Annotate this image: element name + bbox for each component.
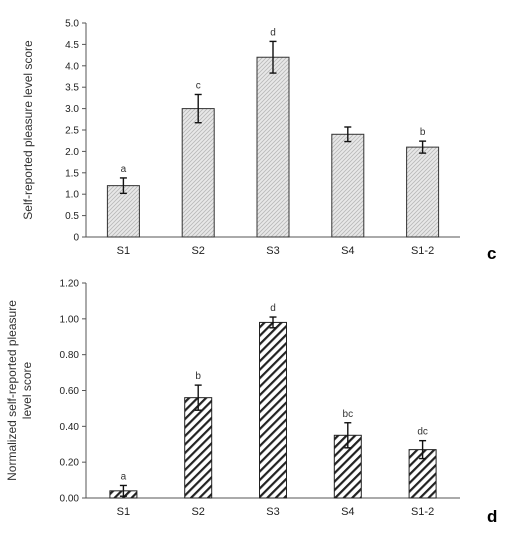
y-tick-label: 2.5: [65, 126, 79, 137]
chart-c: 0 0.5 1.0 1.5 2.0 2.5 3.0 3.5 4.0 4.5 5.0 a S1 c S2 d S3…: [21, 19, 496, 264]
x-category-label: S1-2: [411, 245, 434, 257]
y-tick-label: 5.0: [65, 19, 79, 30]
bar-S3: [259, 321, 287, 499]
bar-S2: [184, 397, 213, 499]
significance-label: d: [270, 303, 276, 314]
significance-label: b: [195, 371, 201, 382]
chart-d: 0.00 0.20 0.40 0.60 0.80 1.00 1.20 a S1 b S2 d S3 bc S…: [5, 279, 497, 527]
significance-label: a: [121, 471, 127, 482]
y-tick-label: 0.60: [60, 386, 80, 397]
y-tick-label: 0.5: [65, 211, 79, 222]
y-tick-label: 4.5: [65, 40, 79, 51]
bar-S4: [331, 133, 365, 238]
x-category-label: S1: [117, 506, 130, 518]
x-category-label: S3: [266, 506, 279, 518]
bar-S4: [333, 434, 362, 499]
x-category-label: S2: [191, 506, 204, 518]
y-tick-label: 3.0: [65, 104, 79, 115]
panel-letter: d: [487, 507, 497, 526]
y-tick-label: 0.20: [60, 458, 80, 469]
y-tick-label: 1.20: [60, 279, 80, 290]
panel-letter: c: [487, 244, 496, 263]
y-tick-label: 4.0: [65, 61, 79, 72]
significance-label: bc: [343, 409, 354, 420]
y-tick-label: 0.80: [60, 350, 80, 361]
y-tick-label: 0.00: [60, 494, 80, 505]
y-axis-title: level score: [20, 361, 34, 419]
y-axis-title: Normalized self-reported pleasure: [5, 300, 19, 481]
significance-label: dc: [417, 427, 428, 438]
y-tick-label: 0: [73, 233, 79, 244]
y-tick-label: 1.00: [60, 314, 80, 325]
x-category-label: S1: [117, 245, 130, 257]
x-category-label: S3: [266, 245, 279, 257]
bar-S1-2: [406, 146, 440, 238]
y-axis-title: Self-reported pleasure level score: [21, 40, 35, 220]
significance-label: c: [196, 80, 201, 91]
y-tick-label: 0.40: [60, 422, 80, 433]
y-tick-label: 1.0: [65, 190, 79, 201]
significance-label: b: [420, 127, 426, 138]
y-tick-label: 2.0: [65, 147, 79, 158]
x-category-label: S4: [341, 245, 354, 257]
x-category-label: S2: [191, 245, 204, 257]
y-tick-label: 1.5: [65, 168, 79, 179]
significance-label: a: [121, 164, 127, 175]
bar-S3: [256, 56, 290, 238]
bar-S2: [181, 108, 215, 238]
bar-S1: [106, 185, 140, 238]
x-category-label: S4: [341, 506, 354, 518]
x-category-label: S1-2: [411, 506, 434, 518]
significance-label: d: [270, 27, 276, 38]
y-tick-label: 3.5: [65, 83, 79, 94]
